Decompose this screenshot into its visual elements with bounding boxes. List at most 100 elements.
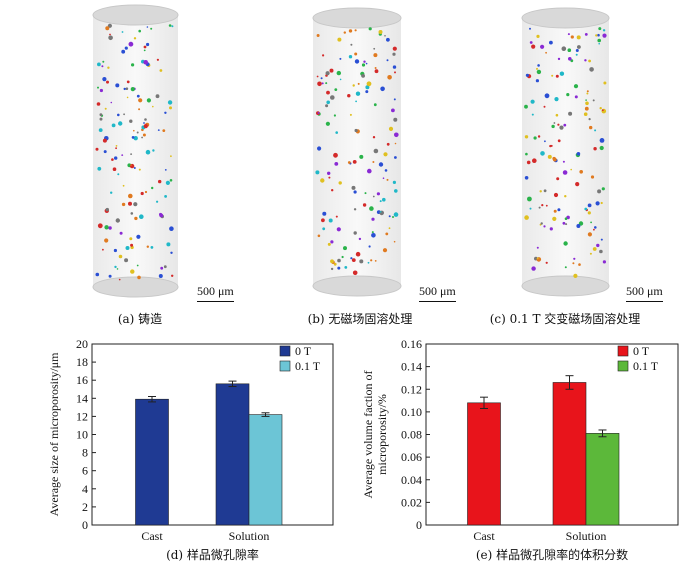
pore-dot: [586, 92, 589, 95]
pore-dot: [159, 213, 164, 218]
pore-dot: [114, 156, 118, 160]
pore-dot: [537, 135, 541, 138]
y-tick-label: 20: [76, 337, 88, 351]
pore-dot: [559, 125, 564, 130]
y-tick-label: 0.12: [401, 382, 422, 396]
pore-dot: [322, 54, 325, 57]
pore-dot: [330, 240, 334, 244]
pore-dot: [374, 67, 377, 69]
pore-dot: [325, 121, 330, 126]
pore-dot: [128, 193, 133, 199]
pore-dot: [550, 144, 553, 147]
pore-dot: [371, 217, 375, 221]
pore-dot: [545, 261, 548, 264]
pore-dot: [136, 234, 141, 239]
pore-dot: [549, 227, 553, 231]
pore-dot: [357, 82, 360, 85]
pore-dot: [347, 161, 351, 164]
pore-dot: [130, 153, 133, 156]
pore-dot: [108, 226, 112, 230]
pore-dot: [536, 34, 540, 39]
pore-dot: [524, 135, 529, 139]
pore-dot: [371, 231, 374, 234]
pore-dot: [328, 218, 333, 223]
pore-dot: [97, 166, 102, 171]
pore-dot: [129, 237, 133, 241]
pore-dot: [595, 34, 598, 37]
pore-dot: [133, 129, 135, 132]
pore-dot: [386, 37, 390, 42]
pore-dot: [562, 160, 565, 163]
pore-dot: [349, 113, 352, 116]
pore-dot: [165, 180, 170, 185]
pore-dot: [133, 136, 138, 141]
pore-dot: [593, 147, 597, 151]
x-tick-label: Cast: [141, 529, 163, 543]
pore-dot: [557, 57, 561, 61]
pore-dot: [352, 270, 358, 276]
pore-dot: [584, 33, 588, 36]
pore-dot: [536, 246, 539, 249]
legend-swatch: [617, 345, 629, 357]
pore-dot: [584, 59, 587, 62]
pore-dot: [530, 99, 535, 104]
pore-dot: [136, 264, 139, 267]
pore-dot: [138, 168, 141, 171]
pore-dot: [315, 170, 320, 175]
pore-dot: [567, 48, 572, 52]
pore-dot: [365, 90, 369, 94]
pore-dot: [333, 114, 336, 117]
pore-dot: [143, 45, 147, 49]
pore-dot: [386, 59, 389, 62]
pore-dot: [601, 109, 604, 112]
pore-dot: [384, 35, 386, 37]
pore-dot: [338, 181, 342, 185]
pore-dot: [600, 238, 603, 241]
pore-dot: [348, 55, 353, 59]
pore-dot: [394, 189, 398, 193]
pore-dot: [387, 75, 392, 80]
pore-dot: [106, 80, 109, 84]
pore-dot: [592, 99, 595, 102]
pore-dot: [351, 258, 356, 262]
pore-dot: [382, 197, 386, 202]
bar: [135, 398, 169, 526]
pore-dot: [525, 152, 528, 156]
scale-bar-a: 500 μm: [197, 284, 234, 302]
pore-dot: [602, 260, 607, 264]
pore-dot: [576, 152, 581, 156]
legend-label: 0.1 T: [633, 359, 659, 373]
pore-dot: [539, 190, 542, 193]
pore-dot: [555, 113, 559, 117]
pore-dot: [585, 101, 589, 106]
pore-dot: [317, 146, 322, 151]
pore-dot: [104, 225, 109, 230]
pore-dot: [104, 107, 107, 110]
pore-dot: [540, 151, 545, 156]
pore-dot: [551, 124, 555, 129]
pore-dot: [596, 243, 600, 248]
pore-dot: [354, 52, 358, 56]
pore-dot: [565, 223, 568, 226]
pore-dot: [525, 73, 530, 77]
pore-dot: [562, 221, 566, 225]
y-axis-label: Average volume faction of: [361, 370, 375, 498]
pore-dot: [110, 101, 113, 104]
pore-dot: [587, 232, 593, 237]
pore-dot: [545, 51, 547, 54]
pore-dot: [366, 81, 372, 87]
pore-dot: [325, 71, 330, 76]
pore-dot: [118, 254, 123, 259]
pore-dot: [578, 263, 581, 266]
pore-dot: [330, 259, 334, 264]
pore-dot: [343, 246, 347, 251]
pore-dot: [143, 49, 146, 52]
pore-dot: [117, 173, 120, 176]
pore-dot: [391, 108, 395, 113]
y-tick-label: 0.14: [401, 360, 422, 374]
y-tick-label: 0: [416, 518, 422, 532]
pore-dot: [524, 176, 529, 180]
pore-dot: [158, 179, 162, 184]
pore-dot: [151, 186, 154, 190]
y-tick-label: 0.04: [401, 473, 422, 487]
